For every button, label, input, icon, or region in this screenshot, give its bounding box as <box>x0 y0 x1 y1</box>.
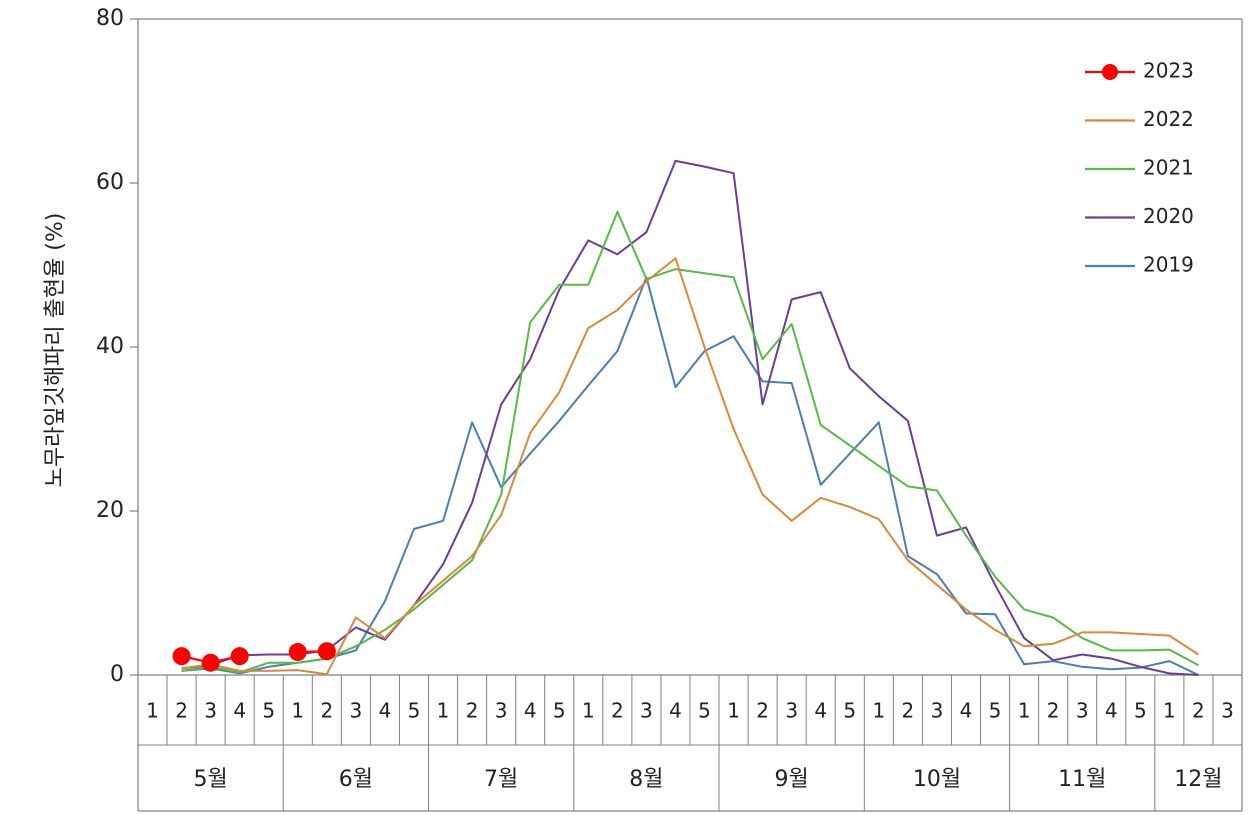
week-tick-label: 3 <box>1076 699 1089 723</box>
y-axis-label: 노무라잎깃해파리 출현율 (%) <box>43 213 68 488</box>
legend-label-2021: 2021 <box>1143 156 1194 180</box>
week-tick-label: 3 <box>1221 699 1234 723</box>
week-tick-label: 1 <box>1018 699 1031 723</box>
series-point-2023 <box>317 642 336 661</box>
week-tick-label: 3 <box>350 699 363 723</box>
month-label: 6월 <box>339 767 373 792</box>
y-tick-label: 20 <box>96 498 124 523</box>
week-tick-label: 4 <box>669 699 682 723</box>
week-tick-label: 5 <box>262 699 275 723</box>
week-tick-label: 4 <box>379 699 392 723</box>
legend-marker-2023 <box>1102 64 1118 80</box>
week-tick-label: 5 <box>843 699 856 723</box>
week-tick-label: 2 <box>175 699 188 723</box>
week-tick-label: 1 <box>582 699 595 723</box>
week-tick-label: 1 <box>872 699 885 723</box>
week-tick-label: 2 <box>1192 699 1205 723</box>
legend-label-2023: 2023 <box>1143 59 1194 83</box>
week-tick-label: 3 <box>640 699 653 723</box>
week-tick-label: 5 <box>553 699 566 723</box>
month-label: 8월 <box>629 767 663 792</box>
month-label: 5월 <box>194 767 228 792</box>
week-tick-label: 4 <box>814 699 827 723</box>
week-tick-label: 4 <box>960 699 973 723</box>
series-line-2021 <box>181 210 1199 674</box>
week-tick-label: 2 <box>611 699 624 723</box>
week-tick-label: 2 <box>320 699 333 723</box>
month-label: 7월 <box>484 767 518 792</box>
week-tick-label: 5 <box>408 699 421 723</box>
week-tick-label: 5 <box>1134 699 1147 723</box>
series-line-2020 <box>181 159 1199 676</box>
week-tick-label: 2 <box>756 699 769 723</box>
week-tick-label: 2 <box>466 699 479 723</box>
series-point-2023 <box>288 643 307 662</box>
month-label: 9월 <box>775 767 809 792</box>
week-tick-label: 1 <box>437 699 450 723</box>
week-tick-label: 4 <box>233 699 246 723</box>
week-tick-label: 3 <box>785 699 798 723</box>
y-tick-label: 40 <box>96 334 124 359</box>
legend: 2023 2022 2021 2020 2019 <box>1085 59 1194 277</box>
series-point-2023 <box>230 647 249 666</box>
week-tick-label: 2 <box>1047 699 1060 723</box>
series-line-2019 <box>181 276 1199 676</box>
series-line-2022 <box>181 257 1199 676</box>
week-tick-label: 2 <box>902 699 915 723</box>
week-tick-label: 3 <box>204 699 217 723</box>
legend-label-2020: 2020 <box>1143 204 1194 228</box>
month-label: 12월 <box>1174 767 1222 792</box>
week-tick-label: 4 <box>1105 699 1118 723</box>
week-tick-label: 5 <box>989 699 1002 723</box>
series-point-2023 <box>201 653 220 672</box>
week-tick-label: 1 <box>727 699 740 723</box>
week-tick-label: 1 <box>291 699 304 723</box>
y-tick-label: 0 <box>110 662 124 687</box>
month-label: 10월 <box>913 767 961 792</box>
week-tick-label: 3 <box>931 699 944 723</box>
series-point-2023 <box>172 647 191 666</box>
month-label: 11월 <box>1058 767 1106 792</box>
week-tick-label: 1 <box>1163 699 1176 723</box>
week-tick-label: 3 <box>495 699 508 723</box>
series-layer <box>172 159 1199 676</box>
legend-label-2022: 2022 <box>1143 107 1194 131</box>
y-tick-label: 80 <box>96 6 124 31</box>
week-tick-label: 1 <box>146 699 159 723</box>
legend-label-2019: 2019 <box>1143 253 1194 277</box>
week-tick-label: 4 <box>524 699 537 723</box>
week-tick-label: 5 <box>698 699 711 723</box>
y-tick-label: 60 <box>96 170 124 195</box>
